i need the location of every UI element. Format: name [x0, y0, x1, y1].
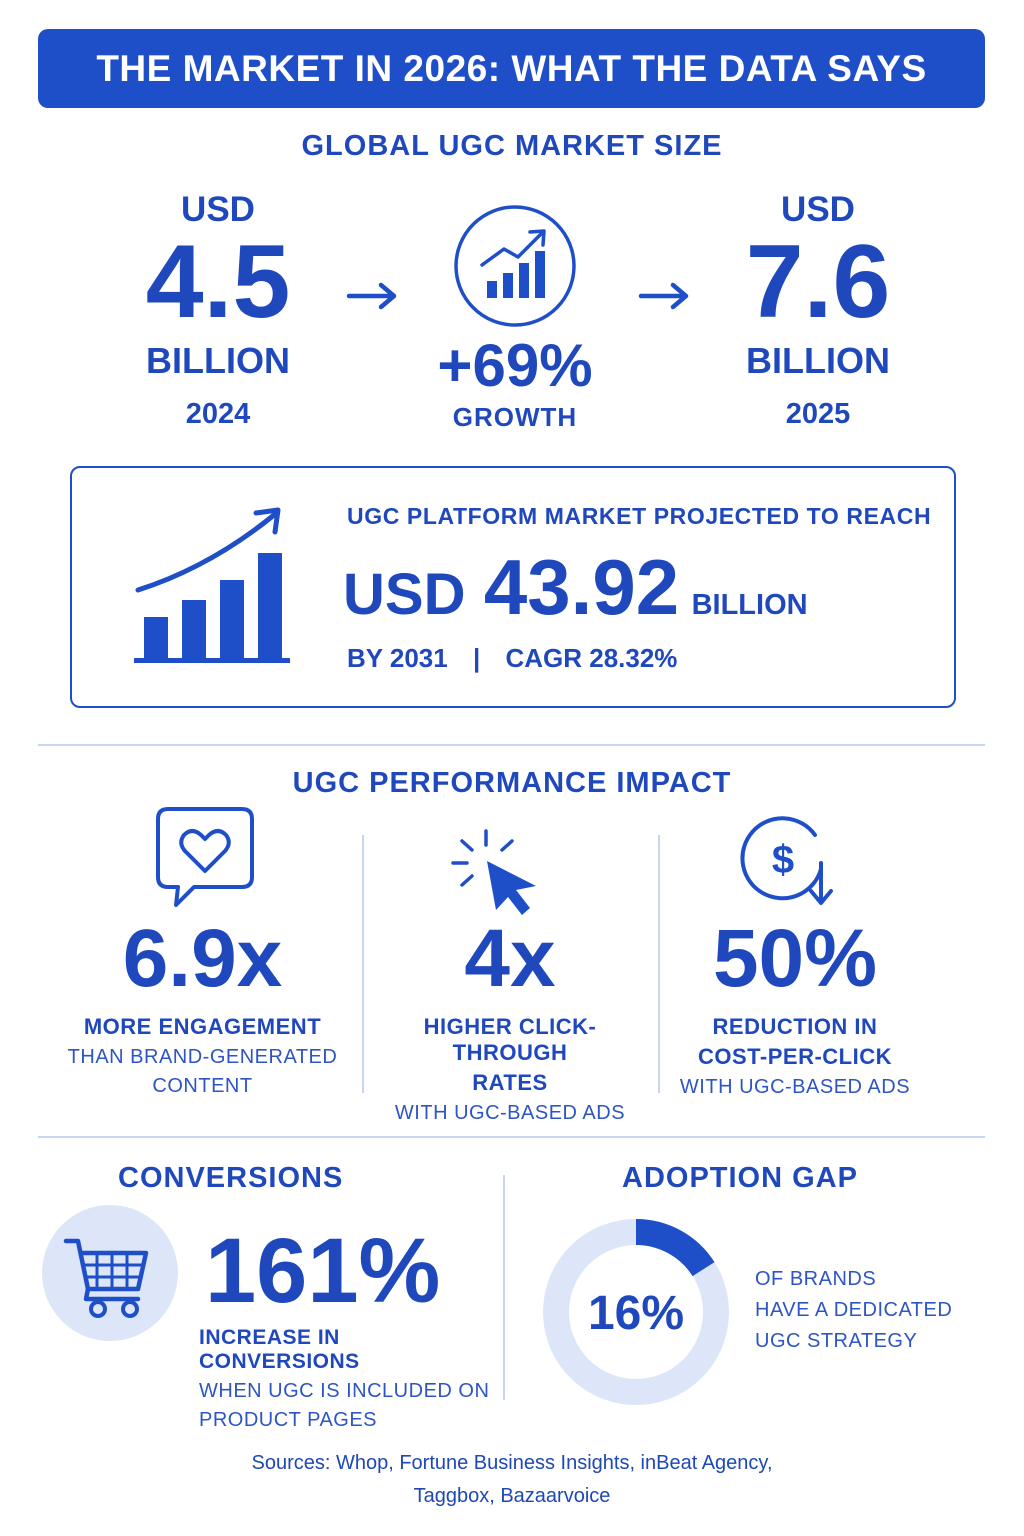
sources-line: Sources: Whop, Fortune Business Insights…: [251, 1452, 773, 1474]
divider: [658, 835, 660, 1093]
arrow-right-icon: [346, 282, 397, 310]
market-2025-block: USD 7.6 BILLION 2025: [718, 190, 918, 431]
adoption-line: OF BRANDS: [755, 1268, 877, 1290]
unit-label: BILLION: [146, 340, 290, 381]
arrow-right-icon: [638, 282, 689, 310]
growth-block: +69% GROWTH: [415, 336, 615, 433]
growth-value: +69%: [437, 332, 593, 399]
currency-label: USD: [181, 190, 255, 229]
adoption-value: 16%: [588, 1287, 684, 1340]
conversions-sub: WHEN UGC IS INCLUDED ON: [199, 1380, 490, 1402]
market-2024-value: 4.5: [145, 224, 291, 340]
donut-segment: [635, 1219, 715, 1277]
page-title: THE MARKET IN 2026: WHAT THE DATA SAYS: [96, 47, 927, 89]
dollar-down-icon: $: [740, 816, 833, 905]
ctr-stat: 4x HIGHER CLICK-THROUGH RATES WITH UGC-B…: [375, 918, 645, 1125]
heart-chat-icon: [156, 807, 254, 907]
year-label: 2024: [185, 398, 251, 430]
sources: Sources: Whop, Fortune Business Insights…: [0, 1452, 1024, 1508]
sources-line: Taggbox, Bazaarvoice: [413, 1485, 611, 1507]
currency-label: USD: [781, 190, 855, 229]
projection-heading: UGC PLATFORM MARKET PROJECTED TO REACH: [347, 503, 932, 529]
page-title-banner: THE MARKET IN 2026: WHAT THE DATA SAYS: [38, 29, 985, 108]
cpc-value: 50%: [712, 913, 878, 1004]
projection-cagr: CAGR 28.32%: [505, 643, 678, 673]
projection-value: 43.92: [483, 543, 680, 631]
conversions-sub: PRODUCT PAGES: [199, 1409, 378, 1431]
cpc-stat: 50% REDUCTION IN COST-PER-CLICK WITH UGC…: [670, 918, 920, 1099]
year-label: 2025: [785, 398, 851, 430]
ctr-label: HIGHER CLICK-THROUGH: [423, 1014, 597, 1065]
engagement-sub: CONTENT: [152, 1075, 253, 1097]
shopping-cart-icon: [42, 1205, 178, 1341]
projection-currency: USD: [343, 562, 466, 627]
ctr-label: RATES: [472, 1070, 548, 1095]
projection-card: [70, 466, 956, 708]
adoption-line: UGC STRATEGY: [755, 1330, 918, 1352]
cpc-label: COST-PER-CLICK: [698, 1044, 892, 1069]
performance-title: UGC PERFORMANCE IMPACT: [292, 767, 732, 799]
conversions-title: CONVERSIONS: [118, 1162, 344, 1194]
bar-chart-growth-icon: [134, 507, 290, 663]
engagement-label: MORE ENGAGEMENT: [83, 1014, 322, 1039]
engagement-sub: THAN BRAND-GENERATED: [67, 1046, 338, 1068]
adoption-donut-chart: 16%: [543, 1219, 729, 1405]
ctr-sub: WITH UGC-BASED ADS: [394, 1102, 626, 1124]
ctr-value: 4x: [464, 913, 556, 1004]
projection-year: BY 2031: [347, 643, 448, 673]
projection-footer: BY 2031 | CAGR 28.32%: [347, 643, 677, 674]
conversions-text: INCREASE IN CONVERSIONS WHEN UGC IS INCL…: [199, 1326, 499, 1432]
divider: [38, 744, 985, 746]
conversions-label: INCREASE IN CONVERSIONS: [199, 1326, 360, 1373]
conversions-value: 161%: [205, 1220, 441, 1322]
projection-unit: BILLION: [691, 589, 808, 621]
adoption-line: HAVE A DEDICATED: [755, 1299, 953, 1321]
cursor-click-icon: [451, 829, 536, 915]
projection-separator: |: [472, 643, 481, 673]
adoption-title: ADOPTION GAP: [622, 1162, 858, 1194]
market-2025-value: 7.6: [745, 224, 891, 340]
divider: [38, 1136, 985, 1138]
divider: [503, 1175, 505, 1400]
divider: [362, 835, 364, 1093]
market-2024-block: USD 4.5 BILLION 2024: [118, 190, 318, 431]
engagement-stat: 6.9x MORE ENGAGEMENT THAN BRAND-GENERATE…: [60, 918, 345, 1098]
growth-chart-circle-icon: [454, 205, 576, 327]
cpc-label: REDUCTION IN: [712, 1014, 878, 1039]
svg-text:$: $: [772, 838, 794, 882]
market-size-title: GLOBAL UGC MARKET SIZE: [301, 130, 723, 162]
projection-value-row: USD 43.92 BILLION: [343, 548, 808, 626]
growth-label: GROWTH: [452, 402, 578, 432]
unit-label: BILLION: [746, 340, 890, 381]
engagement-value: 6.9x: [122, 913, 283, 1004]
adoption-text: OF BRANDS HAVE A DEDICATED UGC STRATEGY: [755, 1268, 952, 1353]
cpc-sub: WITH UGC-BASED ADS: [679, 1076, 911, 1098]
